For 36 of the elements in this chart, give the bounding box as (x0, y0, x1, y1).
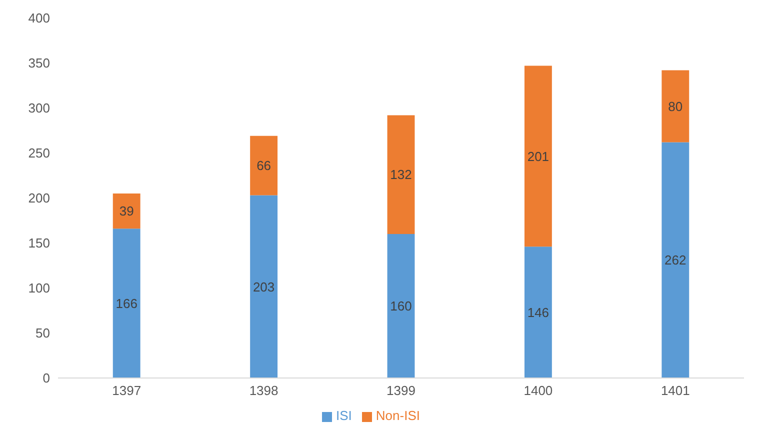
bar (662, 142, 690, 378)
y-tick-label: 350 (28, 56, 50, 71)
data-label: 160 (390, 298, 412, 314)
bar (387, 234, 415, 378)
legend-label: ISI (336, 408, 352, 423)
data-label: 166 (116, 296, 138, 311)
data-label: 80 (668, 98, 683, 114)
data-label: 146 (527, 304, 550, 320)
data-label: 132 (390, 167, 412, 182)
y-tick-label: 150 (28, 236, 50, 251)
data-label: 262 (664, 252, 686, 268)
legend-label: Non-ISI (376, 408, 420, 423)
y-tick-label: 50 (36, 326, 50, 341)
bar (250, 195, 278, 378)
y-tick-label: 250 (28, 146, 50, 161)
data-label: 201 (527, 148, 550, 164)
x-tick-label: 1401 (660, 383, 690, 398)
data-label: 39 (119, 204, 134, 219)
bar (112, 228, 140, 378)
y-tick-label: 200 (28, 190, 50, 206)
data-label: 66 (256, 158, 272, 174)
bar (250, 136, 278, 196)
x-tick-label: 1397 (112, 383, 142, 398)
bar (524, 66, 552, 247)
x-tick-label: 1400 (524, 383, 553, 398)
y-tick-label: 400 (28, 10, 50, 26)
y-tick-label: 100 (28, 280, 50, 296)
bar (387, 115, 415, 234)
bar (662, 70, 690, 142)
y-tick-label: 0 (42, 370, 50, 386)
y-tick-label: 300 (28, 100, 50, 116)
x-tick-label: 1398 (249, 383, 278, 398)
data-label: 203 (252, 279, 275, 294)
bar (524, 246, 552, 378)
bar (112, 194, 140, 229)
x-tick-label: 1399 (386, 383, 416, 398)
